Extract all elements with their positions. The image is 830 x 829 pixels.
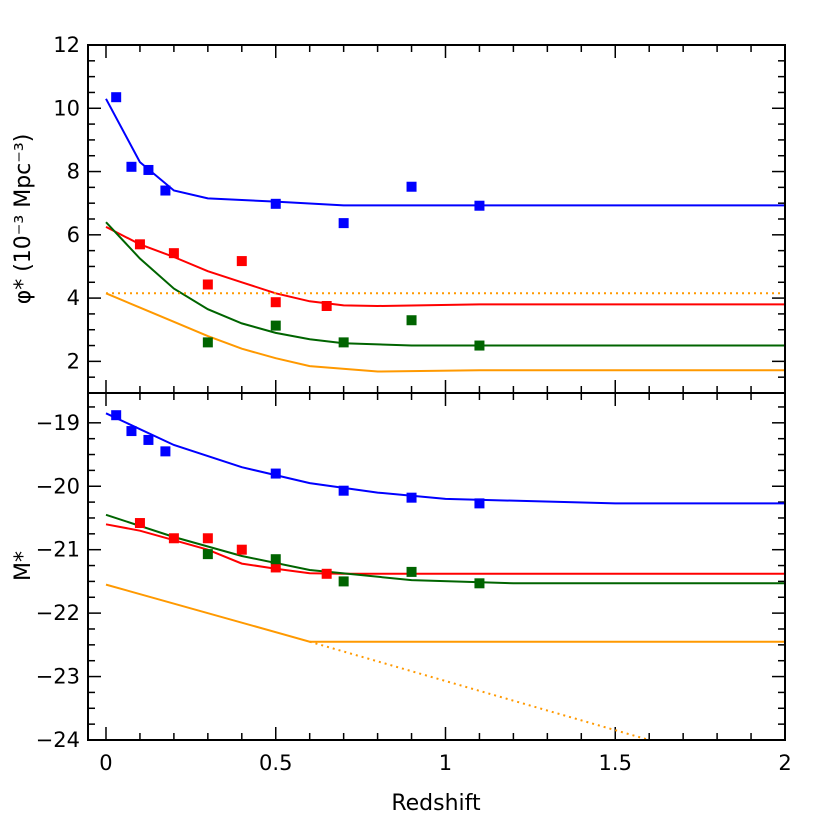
data-point [406, 181, 417, 192]
y-tick-label: −23 [36, 665, 80, 689]
x-tick-label: 0 [99, 751, 112, 775]
x-tick-label: 1.5 [599, 751, 632, 775]
data-point [126, 426, 137, 437]
data-point [338, 337, 349, 348]
data-point [406, 492, 417, 503]
y-tick-label: −22 [36, 601, 80, 625]
data-point [126, 161, 137, 172]
x-axis-label: Redshift [391, 791, 481, 816]
data-point [236, 256, 247, 267]
data-point [321, 301, 332, 311]
data-point [270, 562, 281, 573]
data-point [160, 446, 171, 457]
data-point [406, 566, 417, 577]
data-point [406, 315, 417, 326]
data-point [160, 185, 171, 196]
data-point [270, 468, 281, 479]
data-point [236, 544, 247, 555]
plot-frame [87, 392, 786, 741]
data-point [111, 92, 122, 103]
y-tick-label: −20 [36, 474, 80, 498]
y-tick-label: −19 [36, 411, 80, 435]
data-point [143, 164, 154, 175]
y-tick-label: 10 [53, 96, 80, 120]
data-point [338, 576, 349, 587]
data-point [143, 434, 154, 445]
x-tick-label: 1 [439, 751, 452, 775]
data-point [474, 578, 485, 589]
data-point [168, 248, 179, 259]
y-tick-label: 6 [67, 223, 80, 247]
x-tick-label: 0.5 [259, 751, 292, 775]
m-star-panel: −19 −20 −21 −22 −23 −24 0 0.5 1 1.5 2 [36, 392, 792, 775]
model-line [105, 98, 785, 207]
model-line [105, 523, 785, 575]
data-point [338, 218, 349, 229]
data-point [474, 498, 485, 509]
data-point [474, 200, 485, 211]
data-point [134, 239, 145, 250]
y-axis-label-top: φ* (10⁻³ Mpc⁻³) [11, 134, 36, 305]
y-tick-label: 8 [67, 160, 80, 184]
y-axis-label-bottom: M* [11, 551, 36, 581]
model-line [309, 640, 650, 741]
data-point [202, 549, 213, 560]
data-point [111, 410, 122, 421]
plot-frame [87, 44, 786, 394]
data-point [338, 485, 349, 496]
data-point [134, 518, 145, 529]
data-point [202, 533, 213, 544]
y-tick-label: 2 [67, 349, 80, 373]
data-point [270, 554, 281, 565]
model-line [105, 292, 785, 373]
data-point [474, 340, 485, 351]
y-tick-label: −24 [36, 728, 80, 752]
y-tick-label: −21 [36, 538, 80, 562]
y-tick-label: 4 [67, 286, 80, 310]
x-tick-label: 2 [778, 751, 791, 775]
data-point [321, 568, 332, 579]
data-point [270, 297, 281, 308]
data-point [168, 533, 179, 544]
y-tick-label: 12 [53, 33, 80, 57]
model-line [105, 583, 785, 643]
data-point [202, 337, 213, 348]
data-point [202, 279, 213, 290]
model-line [105, 221, 785, 347]
data-point [270, 198, 281, 209]
data-point [270, 320, 281, 331]
phi-star-panel: 2 4 6 8 10 12 [53, 33, 786, 394]
model-line [105, 412, 785, 505]
